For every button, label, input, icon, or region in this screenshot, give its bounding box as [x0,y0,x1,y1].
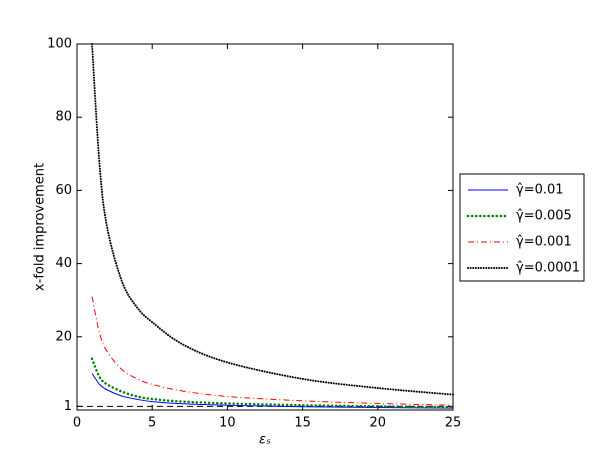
y-tick-label: 100 [47,37,72,52]
x-tick-label: 0 [73,416,81,431]
legend-label: γ̂=0.0001 [516,261,580,276]
x-tick-label: 10 [219,416,236,431]
legend-label: γ̂=0.001 [516,235,572,250]
series-line [90,357,455,409]
x-tick-label: 25 [445,416,462,431]
x-axis-label: εₛ [259,433,271,448]
series-line [91,373,454,409]
y-tick-label: 60 [55,183,72,198]
plot-frame [76,43,454,411]
legend-label: γ̂=0.005 [516,209,572,224]
x-tick-label: 20 [370,416,387,431]
y-tick-label: 20 [55,329,72,344]
y-tick-label: 80 [55,110,72,125]
x-tick-label: 15 [294,416,311,431]
legend-label: γ̂=0.01 [516,183,564,198]
y-tick-label: 1 [64,399,72,414]
y-axis-label: x-fold improvement [33,163,48,291]
legend-box [459,173,585,282]
x-tick-label: 5 [148,416,156,431]
series-line [91,43,454,396]
series-line [91,296,454,406]
y-tick-label: 40 [55,256,72,271]
